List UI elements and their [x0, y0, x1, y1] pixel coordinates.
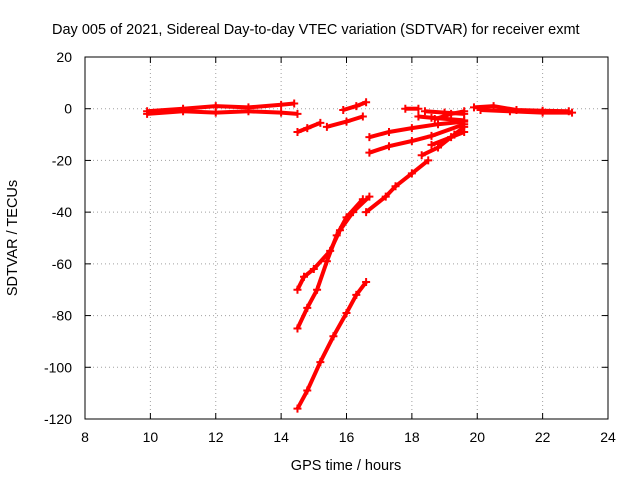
data-point	[244, 107, 253, 116]
data-point	[303, 124, 312, 133]
data-point	[476, 106, 485, 115]
data-point	[332, 231, 341, 240]
data-point	[427, 113, 436, 122]
data-point	[460, 127, 469, 136]
data-point	[303, 386, 312, 395]
x-tick-label: 16	[339, 429, 355, 445]
data-point	[505, 107, 514, 116]
axis-ticks: 8 10 12 14 16 18 20 22 24 -120 -100 -80 -60 -40 -20 0 20	[44, 49, 616, 445]
data-point	[316, 358, 325, 367]
data-point	[358, 112, 367, 121]
data-point	[365, 192, 374, 201]
data-point	[143, 109, 152, 118]
data-point	[381, 192, 390, 201]
data-point	[300, 272, 309, 281]
x-axis-label: GPS time / hours	[291, 458, 401, 474]
data-point	[414, 104, 423, 113]
y-tick-label: -120	[44, 411, 72, 427]
data-point	[322, 122, 331, 131]
y-tick-label: 0	[64, 101, 72, 117]
data-point	[293, 324, 302, 333]
data-point	[322, 257, 331, 266]
data-point	[309, 265, 318, 274]
data-point	[427, 131, 436, 140]
y-tick-label: -100	[44, 359, 72, 375]
data-point	[352, 290, 361, 299]
data-point	[362, 208, 371, 217]
data-point	[407, 137, 416, 146]
data-point	[358, 195, 367, 204]
data-point	[414, 112, 423, 121]
data-point	[290, 99, 299, 108]
data-point	[342, 308, 351, 317]
data-series-arc-13	[418, 114, 465, 123]
y-tick-label: -60	[52, 256, 72, 272]
data-point	[293, 127, 302, 136]
data-point	[342, 213, 351, 222]
x-tick-label: 12	[208, 429, 224, 445]
data-point	[339, 106, 348, 115]
data-point	[384, 127, 393, 136]
chart-title: Day 005 of 2021, Sidereal Day-to-day VTE…	[52, 22, 580, 38]
data-point	[391, 182, 400, 191]
grid	[85, 57, 608, 419]
y-axis-label: SDTVAR / TECUs	[5, 180, 21, 296]
y-tick-label: -20	[52, 152, 72, 168]
data-point	[277, 108, 286, 117]
x-tick-label: 8	[81, 429, 89, 445]
data-point	[447, 133, 456, 142]
x-tick-label: 14	[273, 429, 289, 445]
data-point	[568, 108, 577, 117]
data-point	[362, 277, 371, 286]
data-point	[362, 98, 371, 107]
data-point	[293, 404, 302, 413]
y-tick-label: 20	[56, 49, 72, 65]
data-point	[352, 102, 361, 111]
data-point	[211, 108, 220, 117]
data-series-arc-15	[480, 108, 572, 115]
data-point	[440, 108, 449, 117]
y-tick-label: -40	[52, 204, 72, 220]
data-point	[277, 100, 286, 109]
data-point	[538, 108, 547, 117]
data-point	[303, 303, 312, 312]
data-point	[427, 140, 436, 149]
data-point	[420, 107, 429, 116]
x-tick-label: 24	[600, 429, 616, 445]
data-series-arc-1	[146, 101, 295, 114]
data-point	[313, 285, 322, 294]
data-point	[460, 116, 469, 125]
data-point	[365, 148, 374, 157]
data-point	[407, 169, 416, 178]
data-point	[417, 151, 426, 160]
data-point	[179, 107, 188, 116]
data-point	[469, 103, 478, 112]
data-point	[424, 156, 433, 165]
data-point	[293, 109, 302, 118]
data-point	[434, 143, 443, 152]
y-tick-label: -80	[52, 308, 72, 324]
data-point	[407, 124, 416, 133]
data-point	[384, 142, 393, 151]
data-point	[342, 117, 351, 126]
data-series	[143, 98, 577, 413]
data-point	[365, 133, 374, 142]
x-tick-label: 18	[404, 429, 420, 445]
data-point	[316, 118, 325, 127]
x-tick-label: 22	[535, 429, 551, 445]
x-tick-label: 10	[143, 429, 159, 445]
data-series-arc-2	[146, 109, 298, 116]
plot-frame	[84, 56, 609, 420]
x-tick-label: 20	[469, 429, 485, 445]
data-point	[401, 104, 410, 113]
data-point	[329, 332, 338, 341]
data-point	[434, 120, 443, 129]
data-point	[293, 285, 302, 294]
